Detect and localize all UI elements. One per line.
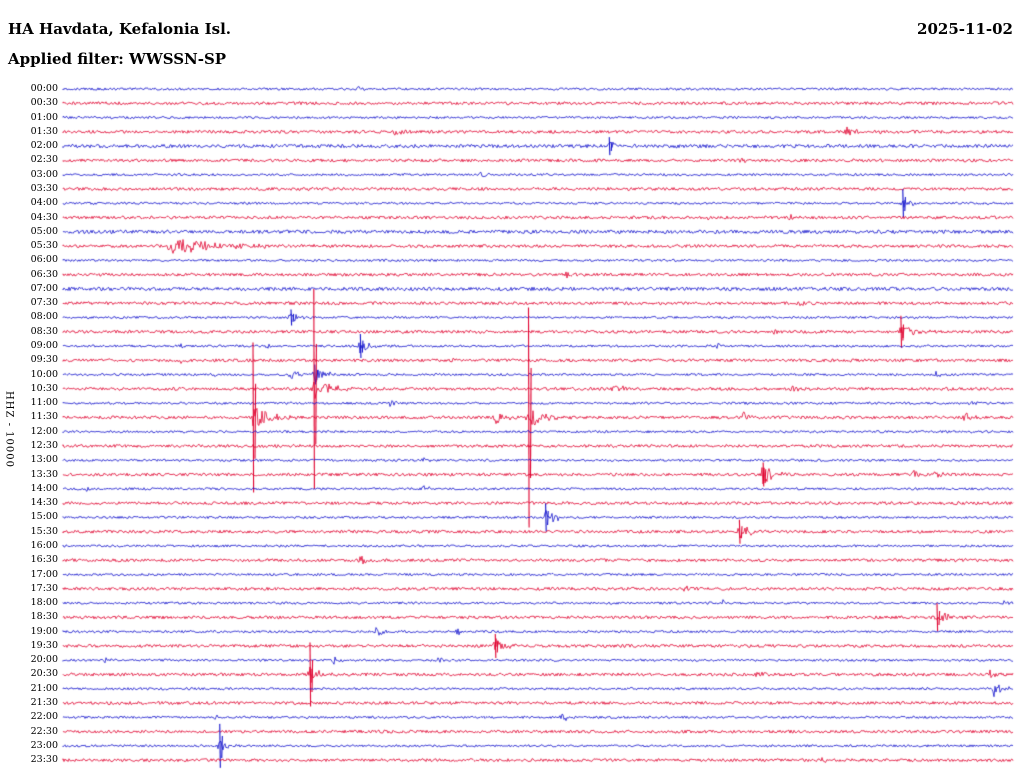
row-time-label: 06:00 xyxy=(30,254,58,266)
row-time-label: 10:00 xyxy=(30,368,58,380)
row-time-label: 13:00 xyxy=(30,454,58,466)
row-time-label: 14:30 xyxy=(30,497,58,509)
row-time-label: 08:30 xyxy=(30,325,58,337)
row-time-label: 15:30 xyxy=(30,525,58,537)
row-time-label: 09:30 xyxy=(30,354,58,366)
row-time-label: 13:30 xyxy=(30,468,58,480)
applied-filter-label: Applied filter: WWSSN-SP xyxy=(8,50,227,68)
row-time-label: 02:00 xyxy=(30,140,58,152)
row-time-label: 07:00 xyxy=(30,282,58,294)
row-time-label: 17:00 xyxy=(30,568,58,580)
date-label: 2025-11-02 xyxy=(917,20,1013,38)
row-time-label: 16:00 xyxy=(30,539,58,551)
row-time-label: 22:30 xyxy=(30,725,58,737)
row-time-label: 12:00 xyxy=(30,425,58,437)
row-time-label: 09:00 xyxy=(30,340,58,352)
row-time-label: 05:00 xyxy=(30,225,58,237)
row-time-label: 21:30 xyxy=(30,697,58,709)
row-time-label: 03:00 xyxy=(30,168,58,180)
row-time-label: 12:30 xyxy=(30,440,58,451)
station-title: HA Havdata, Kefalonia Isl. xyxy=(8,20,231,38)
row-time-label: 10:30 xyxy=(30,382,58,394)
row-time-label: 02:30 xyxy=(30,154,58,166)
row-time-label: 18:30 xyxy=(30,611,58,623)
row-time-label: 11:00 xyxy=(30,397,58,409)
row-time-label: 18:00 xyxy=(30,597,58,609)
row-time-label: 11:30 xyxy=(30,411,58,423)
row-time-label: 00:30 xyxy=(30,97,58,109)
row-time-label: 21:00 xyxy=(30,682,58,694)
row-time-label: 05:30 xyxy=(30,240,58,252)
row-time-label: 16:30 xyxy=(30,554,58,566)
row-time-label: 07:30 xyxy=(30,297,58,309)
row-time-label: 20:30 xyxy=(30,668,58,680)
row-time-label: 04:00 xyxy=(30,197,58,209)
row-time-label: 17:30 xyxy=(30,582,58,594)
row-time-label: 23:30 xyxy=(30,754,58,766)
row-time-label: 03:30 xyxy=(30,182,58,194)
row-time-label: 01:30 xyxy=(30,125,58,137)
row-time-label: 15:00 xyxy=(30,511,58,523)
row-time-label: 22:00 xyxy=(30,711,58,723)
row-time-label: 19:00 xyxy=(30,625,58,637)
row-time-label: 14:00 xyxy=(30,482,58,494)
row-time-label: 08:00 xyxy=(30,311,58,323)
row-time-label: 04:30 xyxy=(30,211,58,223)
row-time-label: 23:00 xyxy=(30,739,58,751)
row-time-label: 01:00 xyxy=(30,111,58,123)
row-time-label: 06:30 xyxy=(30,268,58,280)
row-time-label: 00:00 xyxy=(30,83,58,94)
row-time-label: 20:00 xyxy=(30,654,58,666)
row-time-label: 19:30 xyxy=(30,639,58,651)
